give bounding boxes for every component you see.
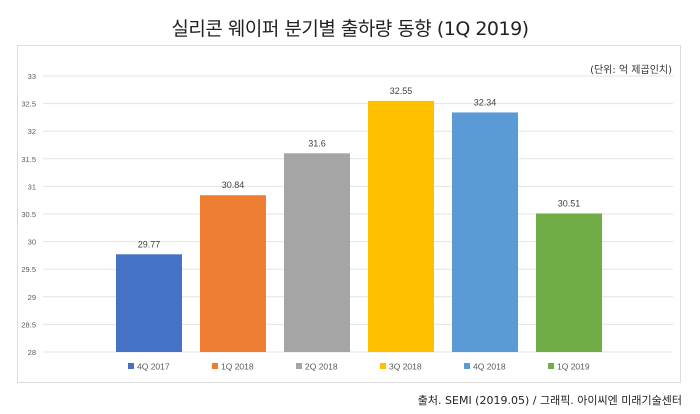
bar-1q-2019 (536, 213, 602, 352)
y-tick-label: 31.5 (21, 155, 36, 164)
legend-swatch (464, 363, 470, 369)
data-label: 32.34 (474, 97, 497, 107)
data-label: 30.84 (222, 180, 245, 190)
data-label: 29.77 (138, 239, 161, 249)
y-tick-label: 29.5 (21, 265, 36, 274)
legend-label: 2Q 2018 (305, 362, 338, 372)
source-caption: 출처. SEMI (2019.05) / 그래픽. 아이씨엔 미래기술센터 (417, 394, 682, 407)
y-tick-label: 32.5 (21, 100, 36, 109)
unit-label: (단위: 억 제곱인치) (590, 65, 672, 76)
legend-label: 4Q 2017 (137, 362, 170, 372)
legend-swatch (128, 363, 134, 369)
y-tick-label: 28.5 (21, 320, 36, 329)
chart-frame (17, 45, 681, 383)
legend-label: 1Q 2018 (221, 362, 254, 372)
y-tick-label: 32 (28, 127, 36, 136)
legend-label: 4Q 2018 (473, 362, 506, 372)
bar-3q-2018 (368, 100, 434, 352)
bar-4q-2018 (452, 112, 518, 352)
data-label: 32.55 (390, 86, 413, 96)
legend-label: 1Q 2019 (557, 362, 590, 372)
bar-2q-2018 (284, 153, 350, 352)
bar-1q-2018 (200, 195, 266, 352)
legend-swatch (296, 363, 302, 369)
bar-4q-2017 (116, 254, 182, 352)
y-tick-label: 33 (28, 72, 36, 81)
legend-swatch (212, 363, 218, 369)
y-tick-label: 29 (28, 293, 36, 302)
data-label: 31.6 (308, 138, 326, 148)
legend-swatch (548, 363, 554, 369)
y-tick-label: 30 (28, 238, 36, 247)
legend-swatch (380, 363, 386, 369)
data-label: 30.51 (558, 198, 581, 208)
y-tick-label: 30.5 (21, 210, 36, 219)
y-tick-label: 28 (28, 348, 36, 357)
y-tick-label: 31 (28, 182, 36, 191)
legend-label: 3Q 2018 (389, 362, 422, 372)
chart-title: 실리콘 웨이퍼 분기별 출하량 동향 (1Q 2019) (171, 18, 529, 40)
